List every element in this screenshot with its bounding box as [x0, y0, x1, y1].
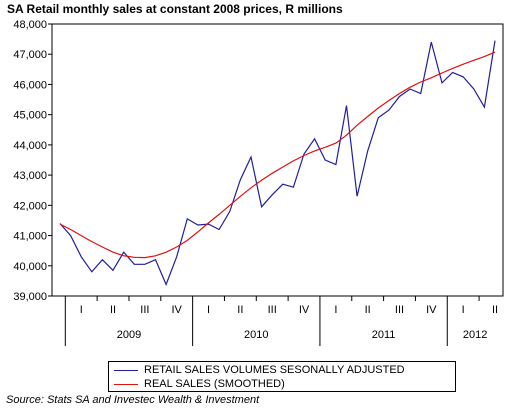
quarter-label: IV — [426, 304, 437, 316]
y-tick-label: 47,000 — [13, 49, 47, 61]
source-note: Source: Stats SA and Investec Wealth & I… — [6, 394, 260, 406]
real-sales-smoothed-line — [59, 51, 496, 259]
quarter-label: III — [268, 304, 277, 316]
quarter-label: III — [395, 304, 404, 316]
y-tick-label: 48,000 — [13, 19, 47, 31]
legend-entry-retail-sales: RETAIL SALES VOLUMES SESONALLY ADJUSTED — [114, 363, 405, 377]
quarter-label: I — [207, 304, 210, 316]
y-tick-label: 39,000 — [13, 291, 47, 303]
chart-legend: RETAIL SALES VOLUMES SESONALLY ADJUSTED … — [108, 361, 456, 392]
quarter-label: I — [80, 304, 83, 316]
legend-swatch-blue — [114, 369, 138, 371]
y-tick-label: 40,000 — [13, 261, 47, 273]
quarter-label: I — [462, 304, 465, 316]
quarter-label: IV — [172, 304, 183, 316]
year-label: 2012 — [463, 329, 487, 341]
year-label: 2009 — [117, 329, 141, 341]
quarter-label: IV — [299, 304, 310, 316]
legend-label: RETAIL SALES VOLUMES SESONALLY ADJUSTED — [144, 364, 405, 376]
legend-swatch-red — [114, 383, 138, 385]
series-lines — [59, 40, 496, 287]
y-tick-label: 45,000 — [13, 110, 47, 122]
quarter-label: II — [492, 304, 498, 316]
quarter-label: II — [110, 304, 116, 316]
line-chart: 39,000 40,000 41,000 42,000 43,000 44,000 45,0… — [13, 19, 504, 346]
y-tick-label: 43,000 — [13, 170, 47, 182]
quarter-label: III — [140, 304, 149, 316]
quarter-label: I — [334, 304, 337, 316]
plot-area — [51, 23, 504, 297]
y-tick-label: 41,000 — [13, 231, 47, 243]
y-tick-label: 42,000 — [13, 200, 47, 212]
retail-sales-line — [59, 40, 496, 287]
quarter-label: II — [365, 304, 371, 316]
y-tick-label: 46,000 — [13, 79, 47, 91]
legend-entry-real-sales: REAL SALES (SMOOTHED) — [114, 377, 285, 391]
chart-title: SA Retail monthly sales at constant 2008… — [7, 2, 343, 16]
quarter-label: II — [237, 304, 243, 316]
legend-label: REAL SALES (SMOOTHED) — [144, 378, 285, 390]
year-label: 2010 — [244, 329, 268, 341]
y-axis: 39,000 40,000 41,000 42,000 43,000 44,000 45,0… — [13, 19, 52, 303]
y-tick-label: 44,000 — [13, 140, 47, 152]
year-label: 2011 — [372, 329, 396, 341]
